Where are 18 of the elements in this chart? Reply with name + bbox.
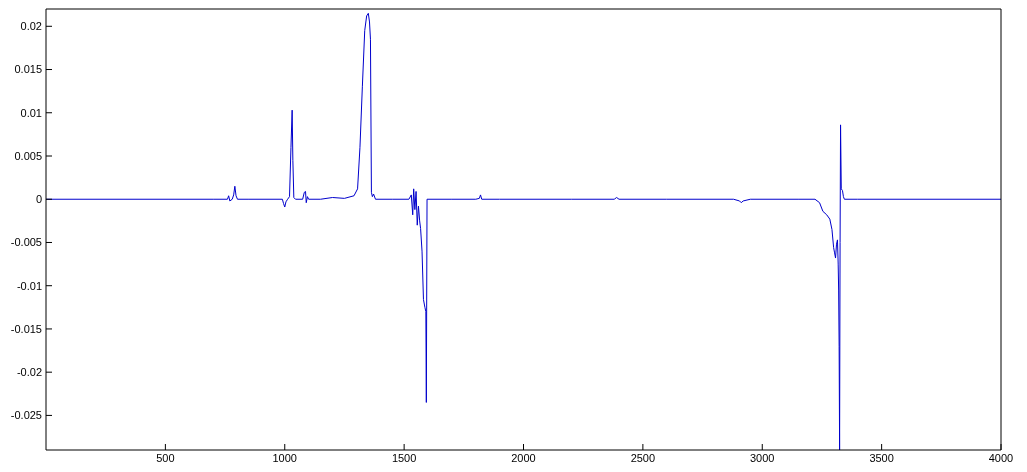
- x-tick-label: 4000: [988, 451, 1014, 464]
- y-tick-label: 0.005: [14, 149, 42, 162]
- x-tick-label: 3000: [750, 451, 775, 464]
- x-tick-label: 3500: [869, 451, 894, 464]
- y-tick-label: 0.01: [20, 106, 42, 119]
- x-tick-label: 2000: [511, 451, 536, 464]
- y-tick-label: 0.015: [14, 63, 42, 76]
- x-tick-label: 2500: [630, 451, 656, 464]
- x-tick-label: 1500: [391, 451, 417, 464]
- y-tick-label: 0: [35, 193, 42, 206]
- y-tick-label: -0.01: [16, 279, 42, 292]
- y-tick-label: -0.025: [10, 409, 42, 422]
- y-tick-label: -0.015: [10, 322, 42, 335]
- y-tick-label: -0.005: [10, 236, 42, 249]
- y-tick-label: -0.02: [16, 366, 42, 379]
- x-tick-label: 500: [156, 451, 175, 464]
- x-tick-label: 1000: [272, 451, 297, 464]
- y-tick-label: 0.02: [20, 20, 42, 33]
